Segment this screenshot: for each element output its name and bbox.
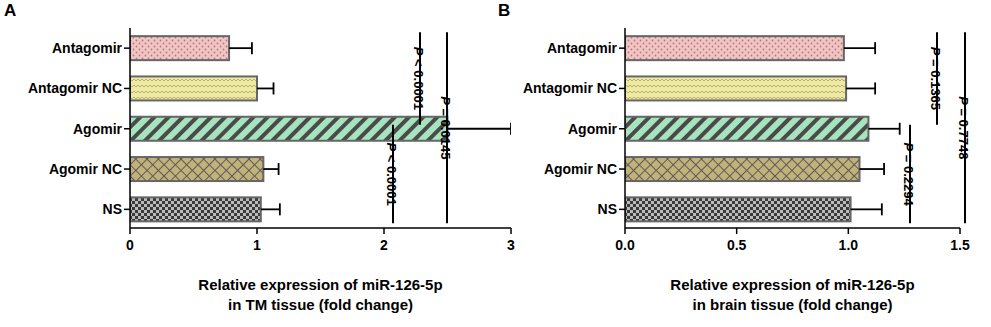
bars <box>130 36 511 221</box>
y-tick <box>124 168 130 170</box>
bar <box>625 117 868 141</box>
y-tick <box>124 88 130 90</box>
panel: A Antagomir Antagomir NC Agomir Agomir NC NS 0… <box>4 1 515 313</box>
x-tick-label: 1.5 <box>950 237 970 253</box>
panel-letter: A <box>4 1 16 20</box>
y-tick <box>124 128 130 130</box>
x-tick <box>383 228 385 234</box>
category-label: Antagomir <box>52 40 123 56</box>
bar <box>625 197 851 221</box>
y-tick <box>619 88 625 90</box>
x-tick-label: 1 <box>253 237 261 253</box>
error-bar <box>868 123 899 135</box>
y-tick <box>124 47 130 49</box>
p-value: P < 0.0001 <box>384 142 399 205</box>
bars <box>625 36 900 221</box>
bar <box>130 36 229 60</box>
y-tick <box>619 209 625 211</box>
p-value: P = 0.1365 <box>928 47 943 110</box>
category-label: NS <box>598 201 617 217</box>
x-tick-label: 1.0 <box>839 237 859 253</box>
x-tick <box>959 228 961 234</box>
category-label: Antagomir <box>547 40 618 56</box>
error-bar <box>846 82 875 94</box>
x-axis-label: Relative expression of miR-126-5p <box>670 276 914 293</box>
y-tick <box>619 47 625 49</box>
bar <box>130 76 257 100</box>
x-tick <box>510 228 512 234</box>
category-label: Antagomir NC <box>523 80 617 96</box>
x-axis-label: Relative expression of miR-126-5p <box>198 276 442 293</box>
x-tick <box>848 228 850 234</box>
x-axis <box>625 227 960 229</box>
x-tick-label: 0.5 <box>727 237 747 253</box>
y-tick <box>124 209 130 211</box>
error-bar <box>261 203 280 215</box>
category-label: Antagomir NC <box>28 80 122 96</box>
p-value: P = 0.2294 <box>901 142 916 206</box>
p-value: P < 0.0001 <box>411 47 426 110</box>
bar <box>130 197 261 221</box>
x-tick-label: 0.0 <box>615 237 635 253</box>
error-bar <box>257 82 274 94</box>
bar <box>130 117 448 141</box>
category-label: Agomir <box>73 121 123 137</box>
y-tick <box>619 128 625 130</box>
x-tick <box>736 228 738 234</box>
x-tick <box>129 228 131 234</box>
bar <box>130 157 263 181</box>
p-value: P = 0.7748 <box>956 96 971 159</box>
x-tick-label: 3 <box>507 237 515 253</box>
x-tick <box>624 228 626 234</box>
error-bar <box>448 123 512 135</box>
bar <box>625 36 844 60</box>
bar <box>625 157 860 181</box>
panel-letter: B <box>498 1 510 20</box>
error-bar <box>844 42 875 54</box>
y-axis <box>624 28 626 228</box>
y-tick <box>619 168 625 170</box>
error-bar <box>263 163 278 175</box>
x-axis <box>130 227 511 229</box>
x-axis-label: in TM tissue (fold change) <box>228 296 413 313</box>
x-tick-label: 0 <box>126 237 134 253</box>
x-tick <box>256 228 258 234</box>
error-bar <box>851 203 882 215</box>
x-axis-label: in brain tissue (fold change) <box>692 296 892 313</box>
x-tick-label: 2 <box>380 237 388 253</box>
category-label: Agomir <box>568 121 618 137</box>
category-label: Agomir NC <box>544 161 617 177</box>
y-axis <box>129 28 131 228</box>
category-label: Agomir NC <box>49 161 122 177</box>
bar <box>625 76 846 100</box>
p-value: P = 0.0145 <box>438 96 453 159</box>
panel: B Antagomir Antagomir NC Agomir Agomir NC NS 0… <box>498 1 971 313</box>
category-label: NS <box>103 201 122 217</box>
error-bar <box>860 163 885 175</box>
error-bar <box>229 42 252 54</box>
figure: A Antagomir Antagomir NC Agomir Agomir NC NS 0… <box>0 0 991 327</box>
